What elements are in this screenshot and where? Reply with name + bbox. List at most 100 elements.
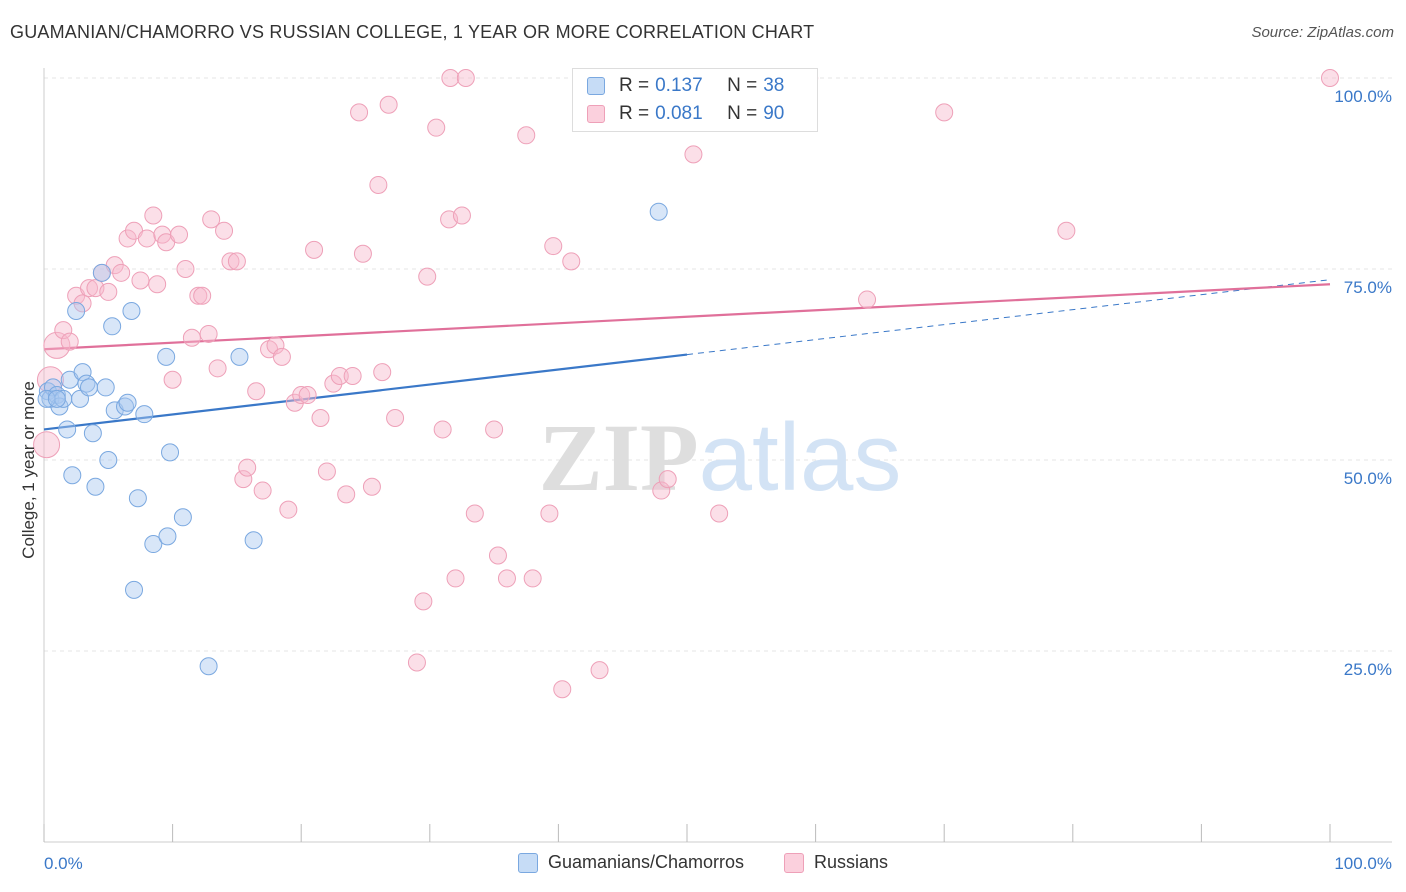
point-russian (118, 229, 137, 248)
y-tick-label: 50.0% (1344, 469, 1392, 488)
point-russian (176, 260, 195, 278)
point-russian (414, 592, 433, 611)
point-russian (379, 95, 398, 114)
point-russian (208, 359, 227, 378)
legend-label-russians: Russians (814, 852, 889, 872)
legend-r-label: R = (619, 75, 650, 96)
point-russian (858, 290, 877, 309)
point-russian (452, 206, 471, 225)
point-russian (652, 481, 671, 500)
point-russian (544, 237, 563, 256)
point-russian (590, 661, 609, 680)
point-guamanian (99, 451, 118, 469)
point-russian (523, 569, 542, 588)
point-russian (80, 279, 99, 298)
legend-n-value: 38 (763, 75, 785, 96)
point-russian (386, 408, 405, 427)
point-russian (144, 206, 163, 225)
point-russian (553, 680, 572, 699)
point-russian (373, 363, 392, 382)
legend-r-value: 0.137 (655, 75, 703, 96)
point-guamanian (161, 443, 180, 462)
point-russian (488, 546, 507, 565)
point-russian (215, 221, 234, 240)
trend-lines (43, 279, 1331, 431)
point-russian (710, 504, 729, 523)
point-guamanian (86, 477, 105, 496)
point-guamanian (63, 466, 82, 485)
point-russian (234, 470, 253, 489)
point-guamanian (135, 405, 154, 424)
point-guamanian (58, 420, 77, 439)
legend-swatch-blue (517, 852, 538, 873)
point-russian (418, 267, 437, 286)
watermark: ZIPatlas (539, 404, 902, 511)
point-russian (199, 324, 218, 343)
legend-n-value: 90 (763, 103, 785, 124)
point-russian (137, 229, 156, 248)
point-russian (221, 252, 240, 271)
point-russian (131, 271, 150, 290)
legend-n-label: N = (727, 75, 758, 96)
source-label: Source: ZipAtlas.com (1251, 24, 1394, 41)
legend-swatch-pink (784, 852, 805, 873)
point-russian (433, 420, 452, 439)
point-russian (517, 126, 536, 145)
point-russian (279, 500, 298, 519)
point-russian (658, 470, 677, 489)
point-russian (33, 431, 61, 459)
point-russian (935, 103, 954, 122)
point-russian (170, 225, 189, 244)
point-russian (182, 328, 201, 347)
point-russian (292, 386, 311, 405)
point-russian (60, 332, 79, 351)
data-points (33, 69, 1339, 699)
point-russian (99, 282, 118, 301)
trend-line-guamanian (43, 353, 688, 431)
point-guamanian (244, 531, 263, 550)
legend-r-value: 0.081 (655, 103, 703, 124)
point-guamanian (125, 580, 144, 599)
y-tick-label: 100.0% (1334, 87, 1392, 106)
point-russian (456, 69, 475, 87)
legend-r-label: R = (619, 103, 650, 124)
trend-line-guamanian-extension (686, 279, 1331, 356)
point-russian (497, 569, 516, 588)
point-russian (324, 374, 343, 393)
point-guamanian (92, 263, 111, 282)
point-russian (112, 263, 131, 282)
point-guamanian (199, 657, 218, 676)
axes (43, 68, 1392, 843)
x-tick-label: 0.0% (44, 854, 83, 873)
legend-row-russians: R = 0.081 N = 90 (587, 101, 784, 127)
point-russian (330, 366, 349, 385)
point-russian (362, 477, 381, 496)
point-russian (446, 569, 465, 588)
point-russian (266, 336, 285, 355)
point-guamanian (649, 202, 668, 221)
x-tick-label: 100.0% (1334, 854, 1392, 873)
point-russian (272, 347, 291, 366)
point-russian (353, 244, 372, 263)
point-guamanian (157, 347, 176, 366)
point-guamanian (73, 363, 92, 382)
point-russian (684, 145, 703, 164)
point-russian (1321, 69, 1339, 87)
point-russian (189, 286, 208, 305)
point-russian (407, 653, 426, 672)
series-legend: Guamanians/Chamorros Russians (0, 852, 1406, 873)
point-russian (562, 252, 581, 271)
point-russian (247, 382, 266, 401)
point-russian (465, 504, 484, 523)
point-russian (193, 286, 212, 305)
point-russian (337, 485, 356, 504)
point-russian (441, 69, 460, 87)
point-russian (148, 275, 167, 294)
tick-labels: 25.0% 50.0% 75.0% 100.0% 0.0% 100.0% (44, 87, 1392, 873)
grid-lines (44, 77, 1392, 652)
point-guamanian (103, 317, 122, 336)
point-russian (317, 462, 336, 481)
point-russian (311, 408, 330, 427)
legend-row-guamanians: R = 0.137 N = 38 (587, 73, 784, 99)
point-russian (485, 420, 504, 439)
